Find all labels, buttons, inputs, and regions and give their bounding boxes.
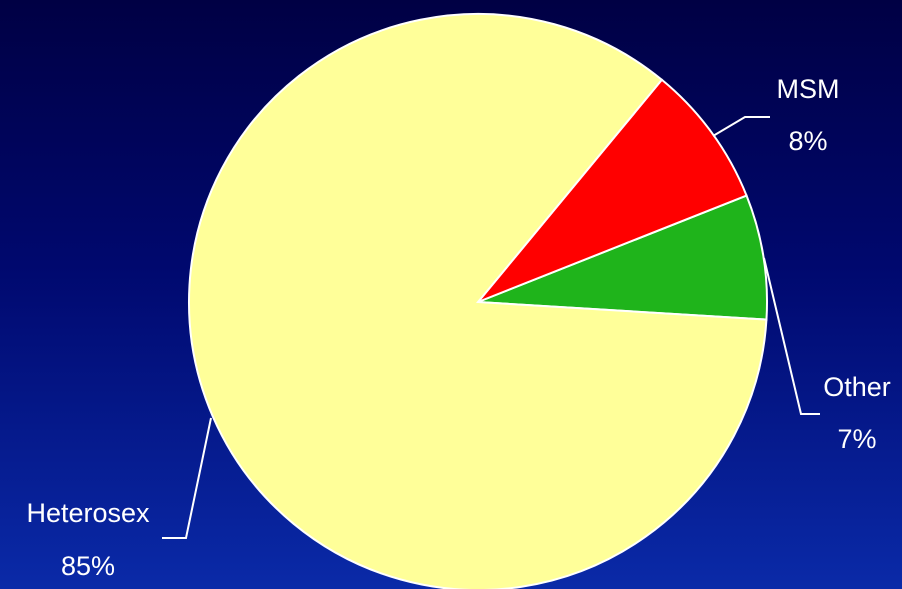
leader-lines <box>162 116 820 539</box>
slice-label-heterosex: Heterosex <box>26 498 150 528</box>
slice-labels: MSM 8% Other 7% Heterosex 85% <box>26 74 890 581</box>
slice-other <box>477 194 768 321</box>
pie-slices <box>188 13 768 589</box>
leader-line-msm <box>712 116 770 137</box>
slice-msm <box>477 78 748 303</box>
leader-line-heterosex <box>162 417 212 539</box>
slice-label-other: Other <box>823 372 891 402</box>
slice-value-other: 7% <box>837 424 876 454</box>
slice-heterosex <box>188 13 768 589</box>
slice-label-msm: MSM <box>777 74 840 104</box>
slice-value-msm: 8% <box>788 126 827 156</box>
leader-line-other <box>763 257 820 415</box>
slice-value-heterosex: 85% <box>61 551 115 581</box>
